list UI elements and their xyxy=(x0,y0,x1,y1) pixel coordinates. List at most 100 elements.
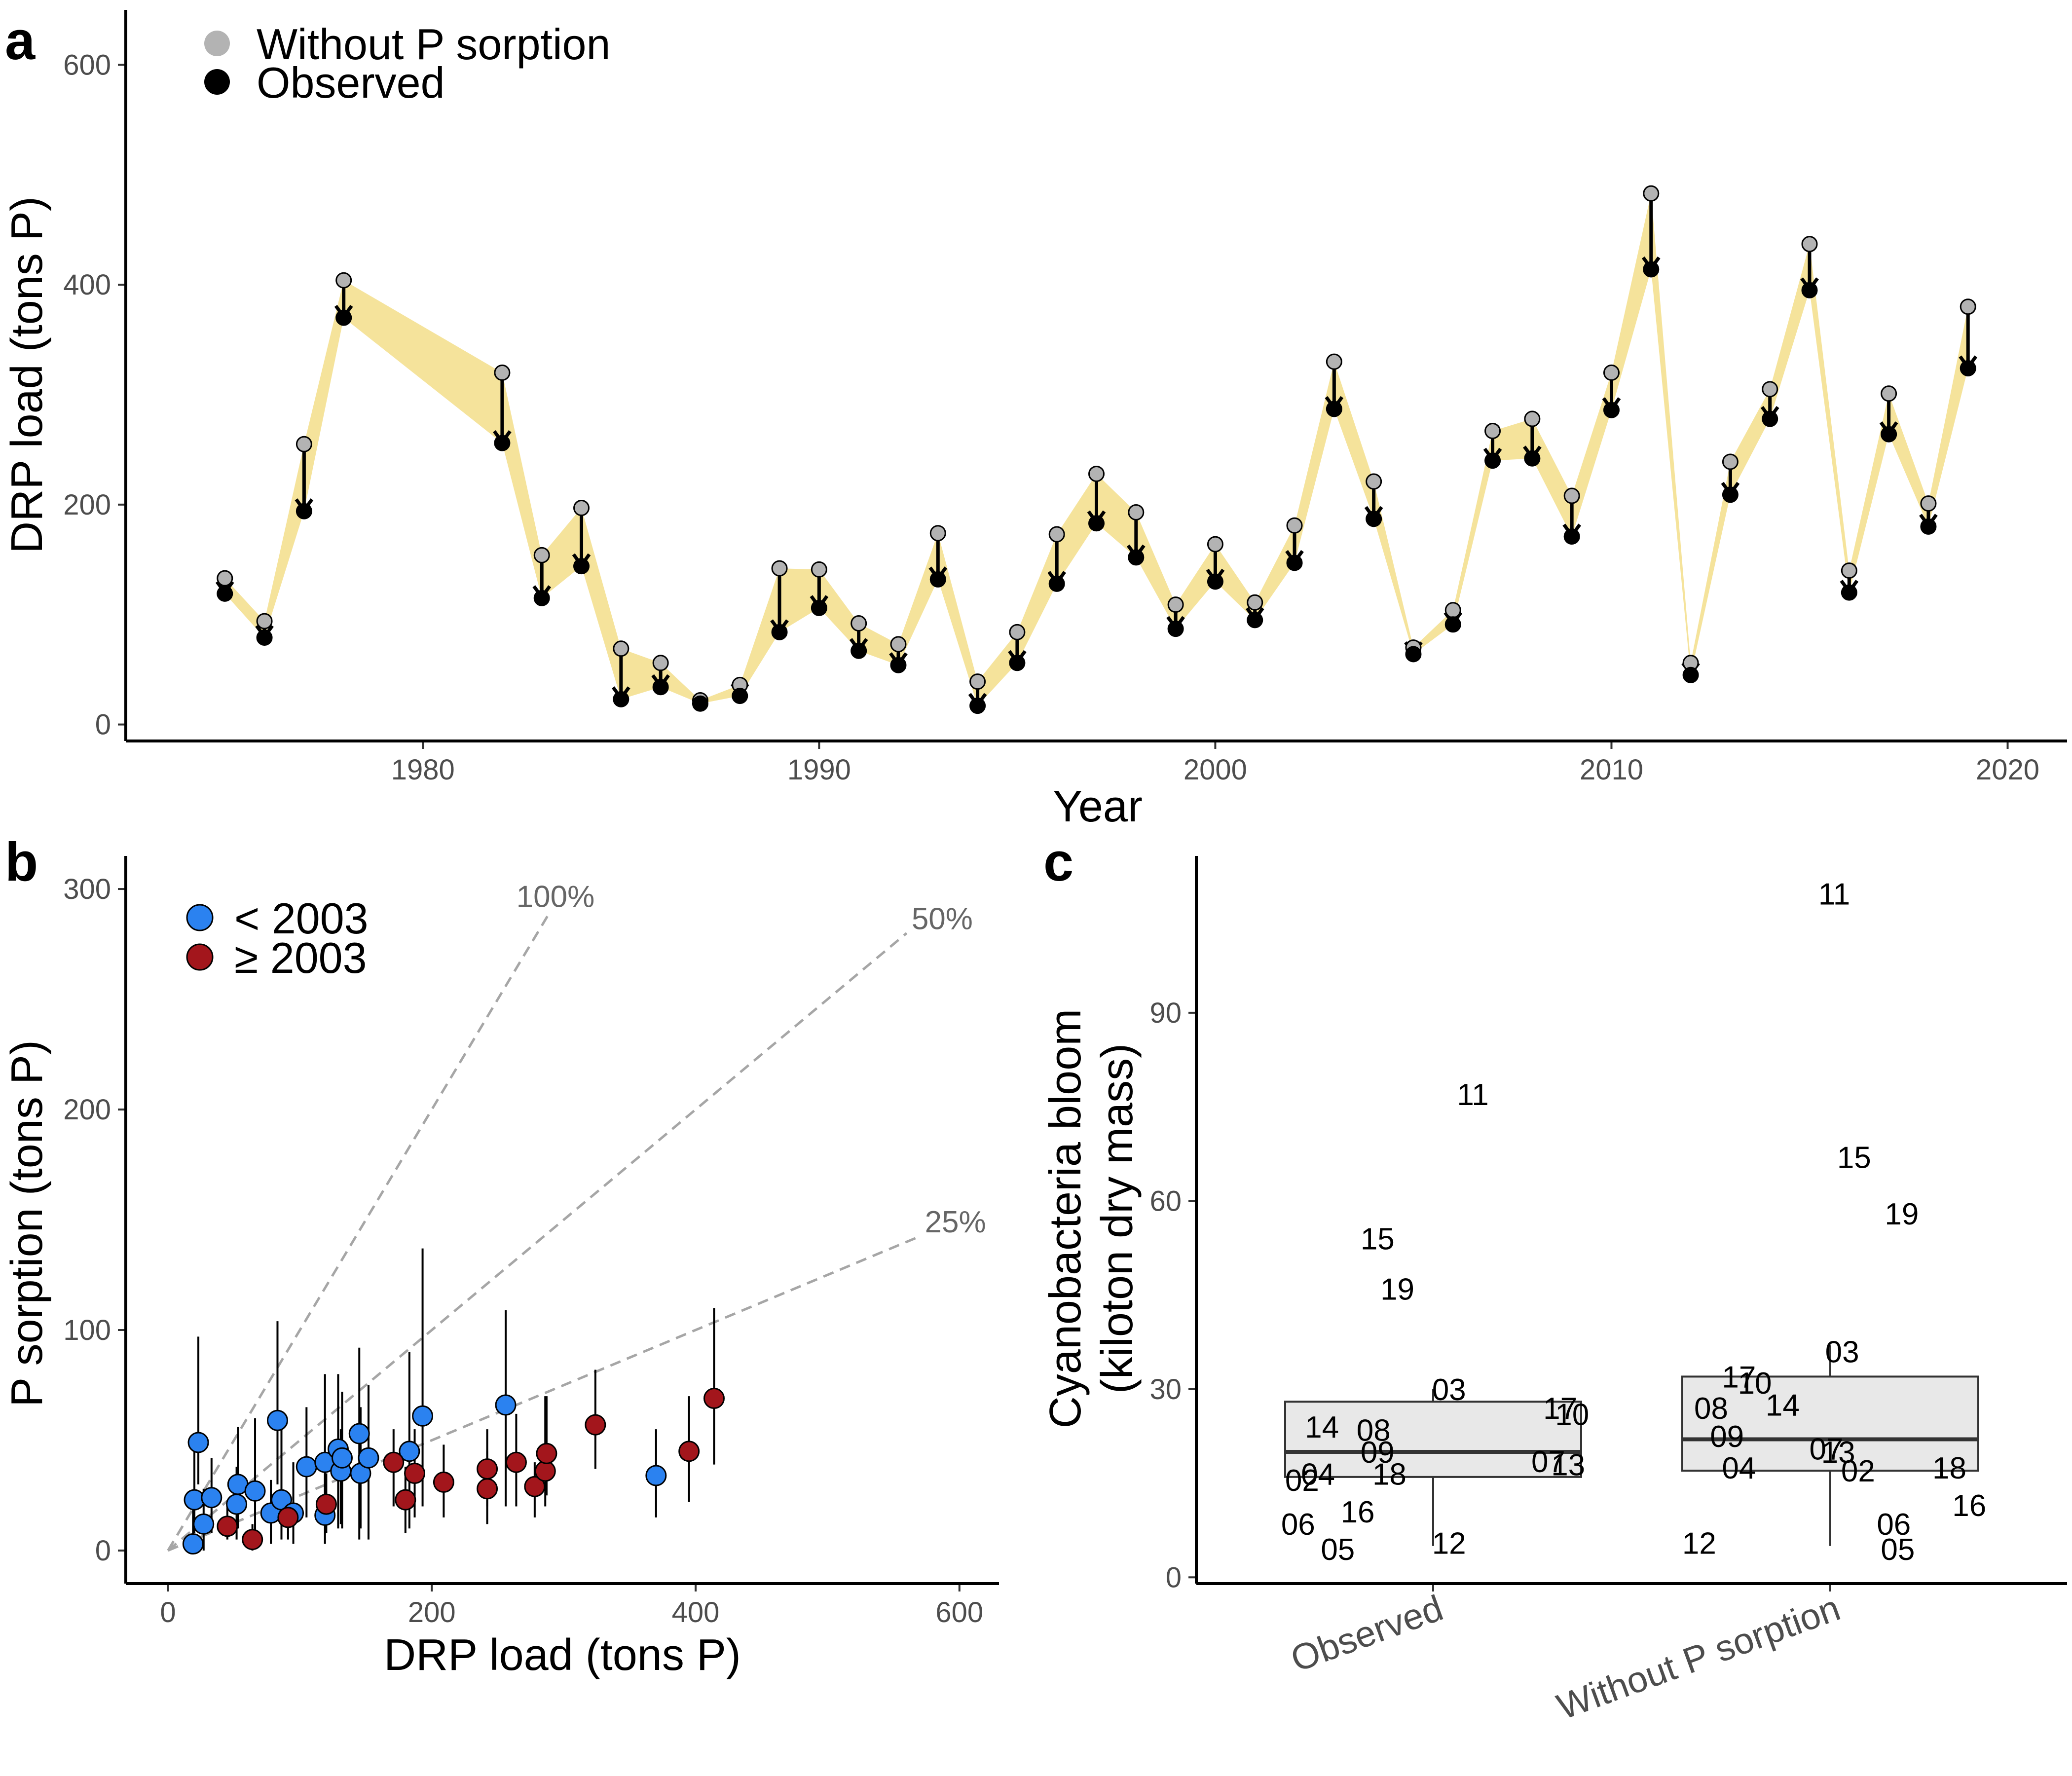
panel-b-point-before-2003 xyxy=(331,1447,353,1469)
panel-c-year-label: 07 xyxy=(1531,1445,1565,1479)
panel-b-x-tick-label: 600 xyxy=(935,1596,983,1628)
panel-a-point-observed xyxy=(217,585,233,602)
panel-c-year-label: 09 xyxy=(1361,1436,1395,1470)
panel-a-point-without xyxy=(217,570,233,587)
panel-c-year-label: 06 xyxy=(1281,1508,1315,1542)
panel-b-point-after-2003 xyxy=(383,1451,405,1473)
panel-c-y-tick-label: 90 xyxy=(1149,997,1182,1029)
panel-a-point-without xyxy=(929,525,946,542)
panel-a-label: a xyxy=(5,10,36,71)
panel-a-point-without xyxy=(1841,562,1857,579)
panel-b-point-before-2003 xyxy=(187,1432,209,1453)
panel-a-point-without xyxy=(1563,487,1580,504)
panel-a-point-observed xyxy=(771,624,788,640)
panel-b-point-before-2003 xyxy=(182,1533,204,1555)
panel-a-point-without xyxy=(1048,526,1065,543)
panel-b-guide-line xyxy=(167,932,908,1552)
panel-c-box xyxy=(1284,1401,1582,1478)
panel-a-point-observed xyxy=(296,503,312,519)
panel-b-point-after-2003 xyxy=(404,1463,426,1484)
panel-a-point-observed xyxy=(1128,549,1145,566)
panel-b-point-after-2003 xyxy=(433,1471,454,1493)
panel-c-year-label: 14 xyxy=(1305,1410,1339,1444)
panel-c-year-label: 13 xyxy=(1821,1436,1855,1470)
panel-b-x-tick-label: 0 xyxy=(160,1596,176,1628)
panel-c-year-label: 04 xyxy=(1722,1451,1756,1485)
panel-a-point-observed xyxy=(1366,511,1382,527)
panel-b-point-after-2003 xyxy=(395,1489,416,1511)
panel-a-point-without xyxy=(1722,453,1739,470)
panel-a-point-without xyxy=(1009,624,1026,640)
panel-a-point-observed xyxy=(1920,518,1937,535)
panel-a-point-observed xyxy=(335,309,352,326)
panel-a-point-without xyxy=(1128,504,1145,520)
panel-a-point-without xyxy=(1960,298,1976,315)
panel-a-point-observed xyxy=(1167,621,1184,637)
panel-c-year-label: 16 xyxy=(1341,1495,1375,1529)
panel-a-point-observed xyxy=(652,679,669,696)
panel-a-point-observed xyxy=(1247,612,1263,629)
panel-b-point-after-2003 xyxy=(536,1443,557,1464)
panel-c-year-label: 03 xyxy=(1432,1373,1466,1407)
panel-a-point-without xyxy=(1286,517,1303,534)
panel-a-point-observed xyxy=(494,435,511,451)
panel-b-point-after-2003 xyxy=(315,1493,337,1515)
panel-a-point-without xyxy=(1247,594,1263,611)
panel-a-point-without xyxy=(1881,385,1897,402)
panel-c-year-label: 19 xyxy=(1885,1197,1919,1231)
panel-a-point-observed xyxy=(1682,666,1699,683)
panel-a-point-observed xyxy=(1960,360,1976,377)
panel-b-guide-label: 50% xyxy=(912,902,973,936)
panel-b-y-tick-label: 0 xyxy=(95,1535,111,1567)
panel-a-point-without xyxy=(296,436,312,452)
panel-b-point-before-2003 xyxy=(244,1480,266,1502)
panel-a-point-observed xyxy=(573,558,590,575)
panel-a-point-without xyxy=(771,560,788,577)
panel-b-point-before-2003 xyxy=(358,1447,379,1469)
panel-b-guide-label: 100% xyxy=(517,880,595,914)
panel-a-x-title: Year xyxy=(1053,782,1143,831)
panel-a-point-without xyxy=(1484,423,1501,440)
panel-a: 1980 1990 2000 2010 2020 0 200 400 600 a Year DR… xyxy=(2,10,2067,831)
panel-b-point-before-2003 xyxy=(266,1409,288,1431)
panel-b-point-after-2003 xyxy=(217,1516,238,1537)
panel-a-point-observed xyxy=(1326,401,1342,417)
panel-a-point-without xyxy=(1603,364,1620,381)
panel-c-year-label: 17 xyxy=(1543,1392,1577,1426)
panel-c-year-label: 08 xyxy=(1694,1392,1728,1426)
panel-a-point-observed xyxy=(1286,555,1303,571)
panel-b-point-before-2003 xyxy=(495,1394,517,1416)
panel-b-point-before-2003 xyxy=(412,1405,434,1427)
panel-b-point-after-2003 xyxy=(703,1388,725,1409)
legend-after-2003-marker xyxy=(186,943,214,971)
panel-c-year-label: 11 xyxy=(1818,877,1850,911)
panel-a-point-without xyxy=(1167,596,1184,613)
panel-c-y-title-line2: (kiloton dry mass) xyxy=(1093,1043,1142,1394)
panel-b-point-before-2003 xyxy=(348,1423,370,1444)
panel-a-point-without xyxy=(494,364,511,381)
panel-a-point-observed xyxy=(1762,410,1778,427)
panel-a-point-observed xyxy=(1048,575,1065,592)
panel-a-point-observed xyxy=(1088,515,1105,532)
panel-c-year-label: 15 xyxy=(1361,1222,1395,1257)
panel-a-point-without xyxy=(1801,236,1818,253)
panel-c-year-label: 02 xyxy=(1285,1464,1319,1498)
panel-a-point-observed xyxy=(256,629,273,646)
panel-c-year-label: 15 xyxy=(1837,1141,1871,1175)
panel-a-y-tick-label: 600 xyxy=(63,49,111,81)
panel-b-point-after-2003 xyxy=(505,1451,527,1473)
panel-a-legend: Without P sorption Observed xyxy=(204,20,610,107)
panel-b-point-before-2003 xyxy=(193,1513,215,1535)
panel-a-point-observed xyxy=(1444,616,1461,633)
panel-a-x-tick-label: 1980 xyxy=(391,754,455,786)
panel-a-point-observed xyxy=(1524,450,1541,467)
panel-a-y-tick-label: 0 xyxy=(95,709,111,741)
panel-c-y-tick-label: 0 xyxy=(1166,1561,1182,1593)
legend-before-2003-label: < 2003 xyxy=(234,894,369,943)
panel-a-point-observed xyxy=(1009,655,1026,671)
panel-b-point-after-2003 xyxy=(585,1414,606,1436)
panel-a-point-without xyxy=(1444,602,1461,619)
panel-a-point-without xyxy=(1643,185,1660,202)
panel-a-point-without xyxy=(890,636,907,653)
panel-c-x-tick-label: Without P sorption xyxy=(1552,1587,1845,1727)
